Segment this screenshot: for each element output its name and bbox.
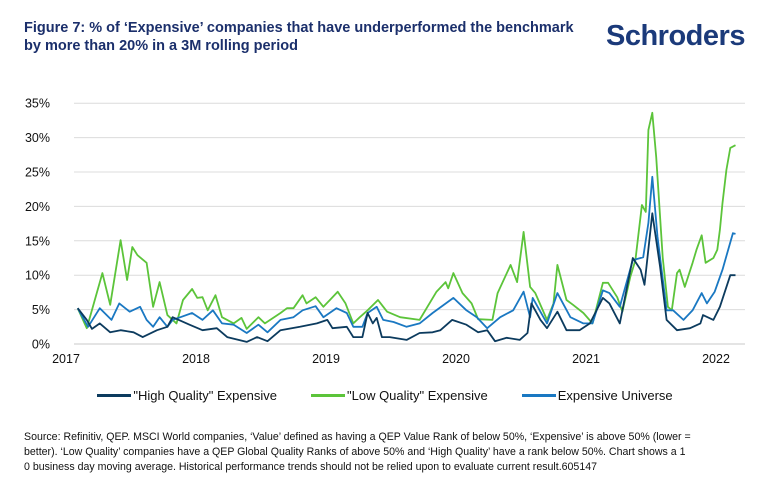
source-note: Source: Refinitiv, QEP. MSCI World compa… xyxy=(24,430,754,475)
title-line-2: by more than 20% in a 3M rolling period xyxy=(24,38,298,54)
y-tick-label: 15% xyxy=(25,234,50,248)
y-tick-label: 35% xyxy=(25,97,50,111)
chart-title: Figure 7: % of ‘Expensive’ companies tha… xyxy=(24,19,594,55)
y-tick-label: 5% xyxy=(32,303,50,317)
x-tick-label: 2021 xyxy=(572,352,600,366)
legend: "High Quality" Expensive "Low Quality" E… xyxy=(0,388,770,403)
legend-item-low-quality: "Low Quality" Expensive xyxy=(311,388,488,403)
legend-item-expensive-universe: Expensive Universe xyxy=(521,388,673,403)
y-tick-label: 25% xyxy=(25,166,50,180)
source-line: better). ‘Low Quality’ companies have a … xyxy=(24,446,686,458)
y-tick-label: 30% xyxy=(25,131,50,145)
title-line-1: Figure 7: % of ‘Expensive’ companies tha… xyxy=(24,20,574,36)
x-tick-label: 2019 xyxy=(312,352,340,366)
x-tick-label: 2018 xyxy=(182,352,210,366)
source-line: Source: Refinitiv, QEP. MSCI World compa… xyxy=(24,431,691,443)
series-line-1 xyxy=(76,111,736,330)
legend-label: "Low Quality" Expensive xyxy=(347,388,488,403)
y-tick-label: 20% xyxy=(25,200,50,214)
legend-label: "High Quality" Expensive xyxy=(133,388,277,403)
legend-swatch xyxy=(311,394,345,397)
legend-label: Expensive Universe xyxy=(557,388,673,403)
x-tick-label: 2017 xyxy=(52,352,80,366)
legend-swatch xyxy=(97,394,132,397)
legend-item-high-quality: "High Quality" Expensive xyxy=(97,388,277,403)
x-tick-label: 2020 xyxy=(442,352,470,366)
legend-swatch xyxy=(521,394,556,397)
y-tick-label: 0% xyxy=(32,338,50,352)
x-tick-label: 2022 xyxy=(702,352,730,366)
source-line: 0 business day moving average. Historica… xyxy=(24,461,597,473)
line-chart: 0% 5% 10% 15% 20% 25% 30% 35% 2017 2018 2019 2020 20… xyxy=(25,97,745,366)
y-tick-label: 10% xyxy=(25,269,50,283)
series-line-0 xyxy=(76,212,736,343)
schroders-logo: Schroders xyxy=(606,20,745,52)
